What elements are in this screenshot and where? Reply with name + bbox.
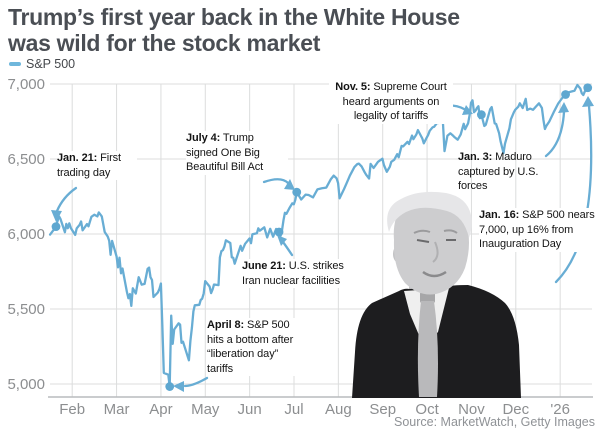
sp500-line-series	[48, 83, 593, 391]
svg-text:Apr: Apr	[149, 401, 172, 418]
annotation-text: First trading day	[57, 152, 122, 179]
svg-text:6,500: 6,500	[7, 151, 45, 168]
annotation-date: Jan. 16:	[479, 209, 520, 221]
arrow-jan21	[55, 186, 78, 213]
svg-text:Aug: Aug	[325, 401, 352, 418]
arrowhead-jun21	[277, 235, 287, 246]
annotation-jul-4-big-beautiful-bill: July 4: Trump signed One Big Beautiful B…	[186, 131, 288, 175]
annotation-date: Jan. 3:	[458, 151, 493, 163]
arrowhead-apr8	[173, 381, 184, 392]
svg-text:Nov: Nov	[458, 401, 485, 418]
annotation-nov-5-supreme-court: Nov. 5: Supreme Court heard arguments on…	[329, 80, 453, 124]
chart-legend: S&P 500	[9, 57, 75, 71]
chart-grid-and-axes: 7,000 6,500 6,000 5,500 5,000 Feb Mar Apr May Jun…	[7, 76, 593, 418]
annotation-apr-8-bottom: April 8: S&P 500 hits a bottom after “li…	[207, 318, 303, 376]
annotation-jan-21-first-trading-day: Jan. 21: First trading day	[57, 151, 137, 180]
svg-text:Mar: Mar	[104, 401, 130, 418]
source-credit: Source: MarketWatch, Getty Images	[394, 415, 595, 429]
chart-title: Trump’s first year back in the White Hou…	[8, 4, 596, 56]
annotation-date: June 21:	[242, 260, 286, 272]
svg-text:Sep: Sep	[369, 401, 396, 418]
arrow-apr8	[183, 376, 209, 388]
arrow-jun21	[281, 240, 294, 257]
annotation-text: S&P 500 hits a bottom after “liberation …	[207, 319, 294, 375]
annotation-text: Supreme Court heard arguments on legalit…	[342, 81, 447, 122]
annotation-text: Trump signed One Big Beautiful Bill Act	[186, 132, 264, 173]
svg-text:May: May	[191, 401, 220, 418]
arrowhead-nov5	[462, 105, 473, 115]
svg-text:5,500: 5,500	[7, 301, 45, 318]
svg-text:6,000: 6,000	[7, 226, 45, 243]
chart-title-line2: was wild for the stock market	[8, 30, 321, 56]
annotation-date: Nov. 5:	[335, 81, 371, 93]
arrowhead-jan16	[582, 96, 594, 107]
arrow-jan3	[544, 110, 566, 158]
svg-text:Jul: Jul	[284, 401, 303, 418]
annotation-jan-16-nears-7000: Jan. 16: S&P 500 nears 7,000, up 16% fro…	[479, 208, 600, 252]
arrowhead-jan3	[558, 102, 569, 113]
annotation-date: July 4:	[186, 132, 221, 144]
chart-title-line1: Trump’s first year back in the White Hou…	[8, 4, 460, 30]
annotation-jan-3-maduro: Jan. 3: Maduro captured by U.S. forces	[458, 150, 551, 194]
annotation-jun-21-iran-strikes: June 21: U.S. strikes Iran nuclear facil…	[242, 259, 360, 288]
annotation-text: Maduro captured by U.S. forces	[458, 151, 539, 192]
arrowhead-jan21	[51, 210, 62, 222]
svg-text:7,000: 7,000	[7, 76, 45, 93]
annotation-date: April 8:	[207, 319, 245, 331]
svg-text:5,000: 5,000	[7, 376, 45, 393]
legend-label: S&P 500	[26, 57, 76, 71]
svg-text:Oct: Oct	[415, 401, 439, 418]
arrow-jul4	[262, 178, 290, 185]
arrowhead-jul4	[284, 179, 295, 190]
annotation-text: S&P 500 nears 7,000, up 16% from Inaugur…	[479, 209, 595, 250]
svg-text:Jun: Jun	[238, 401, 262, 418]
svg-text:Feb: Feb	[59, 401, 85, 418]
annotation-date: Jan. 21:	[57, 152, 98, 164]
svg-text:Dec: Dec	[502, 401, 529, 418]
trump-photo	[352, 191, 521, 398]
legend-line-swatch	[9, 62, 21, 66]
annotation-text: U.S. strikes Iran nuclear facilities	[242, 260, 344, 287]
svg-text:'26: '26	[550, 401, 570, 418]
